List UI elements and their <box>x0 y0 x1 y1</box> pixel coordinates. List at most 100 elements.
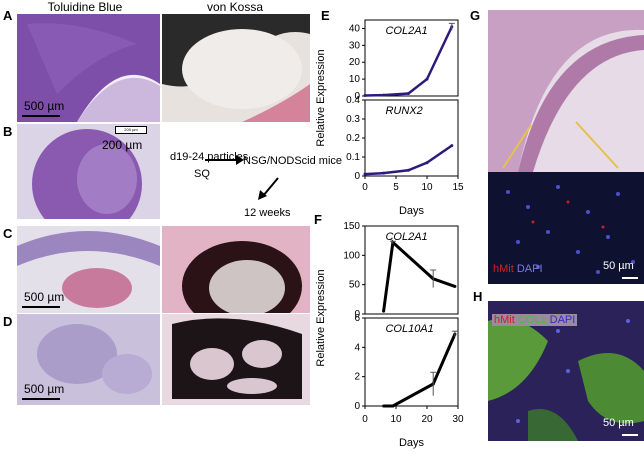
y-tick-label: 0 <box>354 309 360 320</box>
data-point <box>406 91 410 95</box>
y-tick-label: 100 <box>343 250 360 261</box>
x-axis-label-e: Days <box>399 205 425 217</box>
y-tick-label: 0.2 <box>346 133 360 144</box>
panel-h-stain-hmit: hMit <box>494 314 515 326</box>
panel-d-left-image <box>17 314 160 405</box>
y-tick-label: 10 <box>349 74 361 85</box>
x-tick-label: 5 <box>393 182 399 193</box>
scheme-arrow-right-head <box>236 155 244 165</box>
x-tick-label: 20 <box>421 414 433 425</box>
data-point <box>450 144 454 148</box>
series-name-col10a1: COL10A1 <box>385 323 433 335</box>
panel-g-stain-legend: hMit DAPI <box>493 263 543 275</box>
panel-g-scale-bar <box>622 277 638 279</box>
y-tick-label: 0 <box>354 91 360 102</box>
panel-c-left-graphic <box>17 226 160 313</box>
panel-b-scale-label: 200 µm <box>102 138 143 152</box>
panel-c-scale-label: 500 µm <box>24 290 65 304</box>
y-tick-label: 0.3 <box>346 114 360 125</box>
panel-b-image <box>17 124 160 219</box>
panel-h-stain-dapi: DAPI <box>549 314 576 326</box>
chart-f-col2a1-frame <box>364 225 459 315</box>
series-name-col2a1: COL2A1 <box>385 231 427 243</box>
panel-c-left-image <box>17 226 160 313</box>
toluidine-blue-title: Toluidine Blue <box>47 0 123 14</box>
series-line-col2a1 <box>364 26 453 97</box>
panel-g-fluorescence-graphic <box>488 172 644 284</box>
series-line-col10a1 <box>383 333 457 408</box>
toluidine-tissue-graphic <box>17 14 160 122</box>
panel-a-vonkossa-image <box>162 14 310 122</box>
y-tick-label: 150 <box>343 221 360 232</box>
y-tick-label: 2 <box>354 372 360 383</box>
y-axis-label-e: Relative Expression <box>315 49 327 146</box>
panel-d-scale-label: 500 µm <box>24 382 65 396</box>
panel-c-right-graphic <box>162 226 310 313</box>
x-axis-label-f: Days <box>399 437 425 449</box>
data-point <box>363 93 367 97</box>
panel-label-e: E <box>321 8 330 23</box>
scheme-arrow-down <box>262 177 279 197</box>
vonkossa-tissue-graphic <box>162 14 310 122</box>
data-point <box>406 168 410 172</box>
panel-a-toluidine-image <box>17 14 160 122</box>
panel-g-stain-dapi: DAPI <box>516 263 543 275</box>
y-tick-label: 20 <box>349 57 361 68</box>
y-tick-label: 0 <box>354 401 360 412</box>
y-tick-label: 40 <box>349 23 361 34</box>
data-point <box>382 309 386 313</box>
scheme-arrow-down-head <box>258 190 267 200</box>
series-line-col2a1 <box>382 239 456 312</box>
x-tick-label: 0 <box>362 182 368 193</box>
data-point <box>382 93 386 97</box>
panel-label-d: D <box>3 314 13 329</box>
panel-b-inset-scale: 200 µm <box>115 126 147 134</box>
x-tick-label: 10 <box>390 414 402 425</box>
scheme-duration: 12 weeks <box>244 207 291 219</box>
y-tick-label: 30 <box>349 40 361 51</box>
zoom-line-left <box>502 124 532 169</box>
panel-g-he-image <box>488 10 644 172</box>
panel-a-scale-label: 500 µm <box>24 99 65 113</box>
y-tick-label: 50 <box>349 280 361 291</box>
panel-g-scale-label: 50 µm <box>603 260 634 272</box>
x-tick-label: 30 <box>452 414 464 425</box>
panel-g-he-graphic <box>488 10 644 172</box>
panel-label-h: H <box>473 289 483 304</box>
x-tick-label: 15 <box>452 182 464 193</box>
scheme-arrows <box>205 155 279 200</box>
series-name-col2a1: COL2A1 <box>385 25 427 37</box>
panel-d-right-image <box>162 314 310 405</box>
panel-a-scale-bar <box>22 115 60 117</box>
panel-label-f: F <box>314 212 322 227</box>
panel-label-c: C <box>3 226 13 241</box>
y-tick-label: 4 <box>354 342 360 353</box>
chart-e-col2a1-frame <box>364 19 459 97</box>
scheme-mice-line1: NSG/NODScid mice <box>243 155 343 167</box>
panel-label-g: G <box>470 8 481 23</box>
panel-label-b: B <box>3 124 13 139</box>
y-tick-label: 0 <box>354 171 360 182</box>
panel-c-scale-bar <box>22 306 60 308</box>
x-tick-label: 10 <box>421 182 433 193</box>
x-tick-label: 0 <box>362 414 368 425</box>
von-kossa-title: von Kossa <box>206 0 264 14</box>
panel-d-scale-bar <box>22 398 60 400</box>
data-point <box>382 404 386 408</box>
y-tick-label: 0.4 <box>346 95 360 106</box>
panel-h-scale-bar <box>622 434 638 436</box>
zoom-line-right <box>575 121 619 169</box>
data-point <box>382 171 386 175</box>
y-axis-label-f: Relative Expression <box>315 269 327 366</box>
scheme-route: SQ <box>194 168 210 180</box>
panel-h-scale-label: 50 µm <box>603 417 634 429</box>
data-point <box>363 172 367 176</box>
data-point <box>391 404 395 408</box>
y-tick-label: 6 <box>354 313 360 324</box>
data-point <box>453 284 457 288</box>
panel-label-a: A <box>3 8 13 23</box>
data-point <box>425 77 429 81</box>
panel-h-stain-legend: hMit COL1 DAPI <box>492 314 578 326</box>
data-point <box>425 161 429 165</box>
